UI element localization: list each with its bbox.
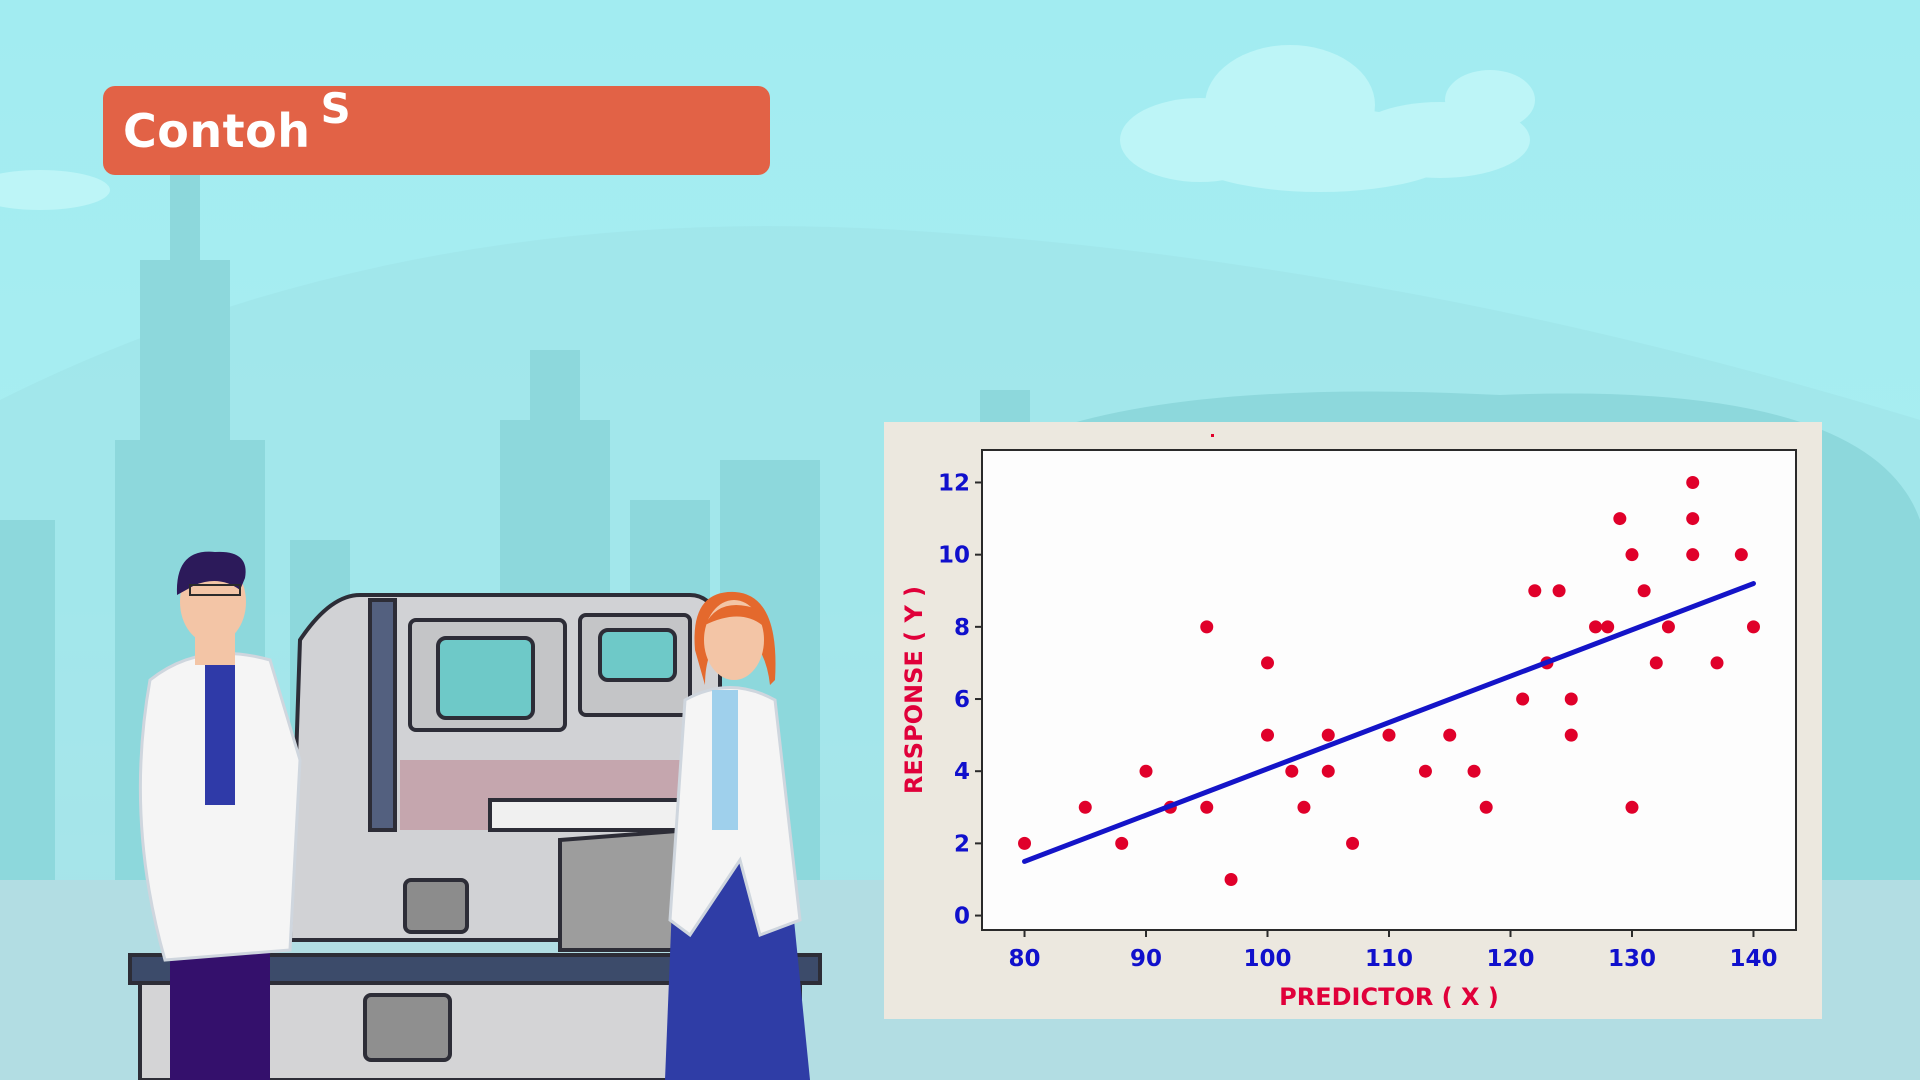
y-tick-label: 10 bbox=[938, 543, 970, 569]
data-point bbox=[1686, 548, 1700, 562]
data-point bbox=[1297, 800, 1311, 814]
data-point bbox=[1321, 764, 1335, 778]
data-point bbox=[1564, 692, 1578, 706]
x-tick-label: 100 bbox=[1243, 946, 1291, 972]
data-point bbox=[1018, 836, 1032, 850]
panel-tick-mark bbox=[1211, 434, 1214, 437]
data-point bbox=[1564, 728, 1578, 742]
plot-area bbox=[981, 449, 1797, 931]
data-point bbox=[1710, 656, 1724, 670]
x-tick-label: 110 bbox=[1365, 946, 1413, 972]
data-point bbox=[1649, 656, 1663, 670]
data-point bbox=[1746, 620, 1760, 634]
x-tick-label: 140 bbox=[1729, 946, 1777, 972]
data-point bbox=[1078, 800, 1092, 814]
data-point bbox=[1285, 764, 1299, 778]
y-tick-label: 0 bbox=[954, 904, 970, 930]
data-point bbox=[1346, 836, 1360, 850]
title-superscript: S bbox=[320, 83, 352, 133]
data-point bbox=[1625, 548, 1639, 562]
data-point bbox=[1734, 548, 1748, 562]
y-tick-label: 8 bbox=[954, 615, 970, 641]
data-point bbox=[1443, 728, 1457, 742]
scientist-man-illustration bbox=[138, 551, 302, 1080]
title-banner: Contoh S bbox=[103, 83, 770, 175]
regression-line bbox=[1022, 581, 1756, 864]
data-point bbox=[1637, 584, 1651, 598]
data-point bbox=[1686, 512, 1700, 526]
data-point bbox=[1589, 620, 1603, 634]
x-tick-label: 120 bbox=[1486, 946, 1534, 972]
data-point bbox=[1139, 764, 1153, 778]
y-tick-label: 2 bbox=[954, 831, 970, 857]
x-tick-label: 90 bbox=[1130, 946, 1162, 972]
x-tick-label: 130 bbox=[1608, 946, 1656, 972]
data-point bbox=[1382, 728, 1396, 742]
scientist-woman-illustration bbox=[665, 591, 810, 1080]
cloud-right bbox=[1120, 45, 1535, 192]
data-point bbox=[1601, 620, 1615, 634]
scatter-chart-panel: PREDICTOR ( X ) RESPONSE ( Y ) 0 2 4 6 8 10 12… bbox=[884, 422, 1822, 1019]
cloud-left bbox=[0, 170, 110, 210]
y-axis-title: RESPONSE ( Y ) bbox=[900, 586, 928, 794]
data-point bbox=[1516, 692, 1530, 706]
y-tick-label: 4 bbox=[954, 759, 970, 785]
x-axis-title: PREDICTOR ( X ) bbox=[1279, 983, 1499, 1011]
data-point bbox=[1115, 836, 1129, 850]
data-point bbox=[1528, 584, 1542, 598]
data-point bbox=[1467, 764, 1481, 778]
y-tick-label: 12 bbox=[938, 470, 970, 496]
data-point bbox=[1418, 764, 1432, 778]
data-point bbox=[1661, 620, 1675, 634]
data-point bbox=[1625, 800, 1639, 814]
data-point bbox=[1261, 656, 1275, 670]
data-point bbox=[1613, 512, 1627, 526]
title-text: Contoh S bbox=[123, 83, 352, 158]
scatter-chart: PREDICTOR ( X ) RESPONSE ( Y ) 0 2 4 6 8 10 12… bbox=[900, 434, 1797, 1011]
data-point bbox=[1686, 475, 1700, 489]
data-point bbox=[1261, 728, 1275, 742]
data-point bbox=[1479, 800, 1493, 814]
data-point bbox=[1224, 872, 1238, 886]
y-tick-label: 6 bbox=[954, 687, 970, 713]
data-point bbox=[1321, 728, 1335, 742]
x-tick-label: 80 bbox=[1009, 946, 1041, 972]
data-point bbox=[1552, 584, 1566, 598]
data-point bbox=[1200, 800, 1214, 814]
data-point bbox=[1200, 620, 1214, 634]
